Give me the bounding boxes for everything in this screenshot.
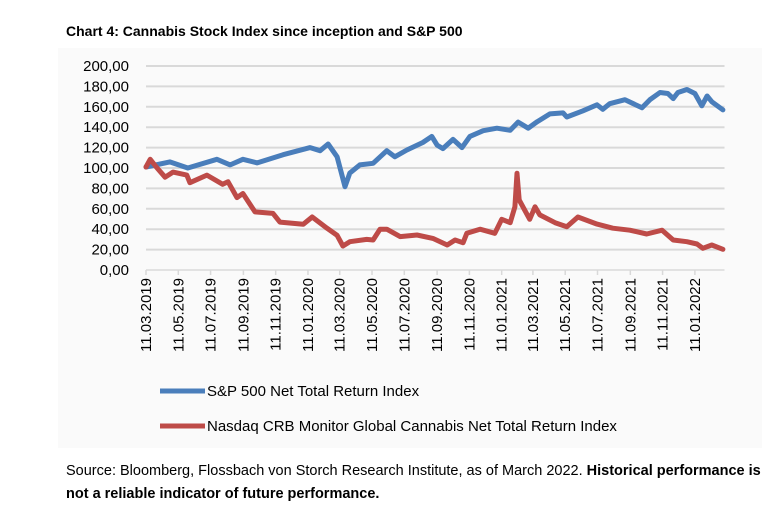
chart-background [58,48,762,448]
x-tick-label: 11.09.2020 [429,278,446,352]
x-tick-label: 11.11.2020 [461,278,478,351]
y-tick-label: 80,00 [91,180,129,197]
disclaimer-text: Historical performance is not a reliable… [66,463,761,502]
y-tick-label: 200,00 [83,58,129,75]
source-note: Source: Bloomberg, Flossbach von Storch … [66,460,766,506]
x-tick-label: 11.11.2019 [268,278,285,351]
line-chart: 0,00 20,00 40,00 60,00 80,00 100,00 120,00 140,… [83,58,726,435]
sp500-line [143,87,726,190]
x-tick-label: 11.07.2019 [203,278,220,352]
x-tick-label: 11.01.2021 [494,278,511,352]
y-tick-label: 20,00 [91,242,129,259]
x-tick-label: 11.05.2019 [170,278,187,352]
x-tick-label: 11.09.2021 [622,278,639,352]
x-tick-label: 11.03.2019 [138,278,155,352]
y-tick-label: 140,00 [83,119,129,136]
x-tick-label: 11.05.2021 [557,278,574,352]
y-tick-label: 120,00 [83,140,129,157]
y-tick-label: 100,00 [83,160,129,177]
x-tick-label: 11.03.2020 [332,278,349,352]
y-tick-label: 0,00 [100,262,129,279]
x-tick-label: 11.09.2019 [235,278,252,352]
chart-title: Chart 4: Cannabis Stock Index since ince… [66,23,463,39]
x-tick-label: 11.01.2020 [300,278,317,352]
x-tick-label: 11.01.2022 [687,278,704,352]
x-tick-label: 11.07.2021 [589,278,606,352]
x-tick-label: 11.11.2021 [655,278,672,351]
y-tick-label: 40,00 [91,221,129,238]
y-tick-label: 160,00 [83,99,129,116]
x-tick-label: 11.03.2021 [525,278,542,352]
legend-label: S&P 500 Net Total Return Index [207,383,420,400]
cannabis-index-line [143,156,726,252]
y-tick-label: 60,00 [91,201,129,218]
x-tick-label: 11.07.2020 [396,278,413,352]
x-tick-label: 11.05.2020 [364,278,381,352]
source-text: Source: Bloomberg, Flossbach von Storch … [66,463,587,479]
y-tick-label: 180,00 [83,78,129,95]
legend-label: Nasdaq CRB Monitor Global Cannabis Net T… [207,418,617,435]
